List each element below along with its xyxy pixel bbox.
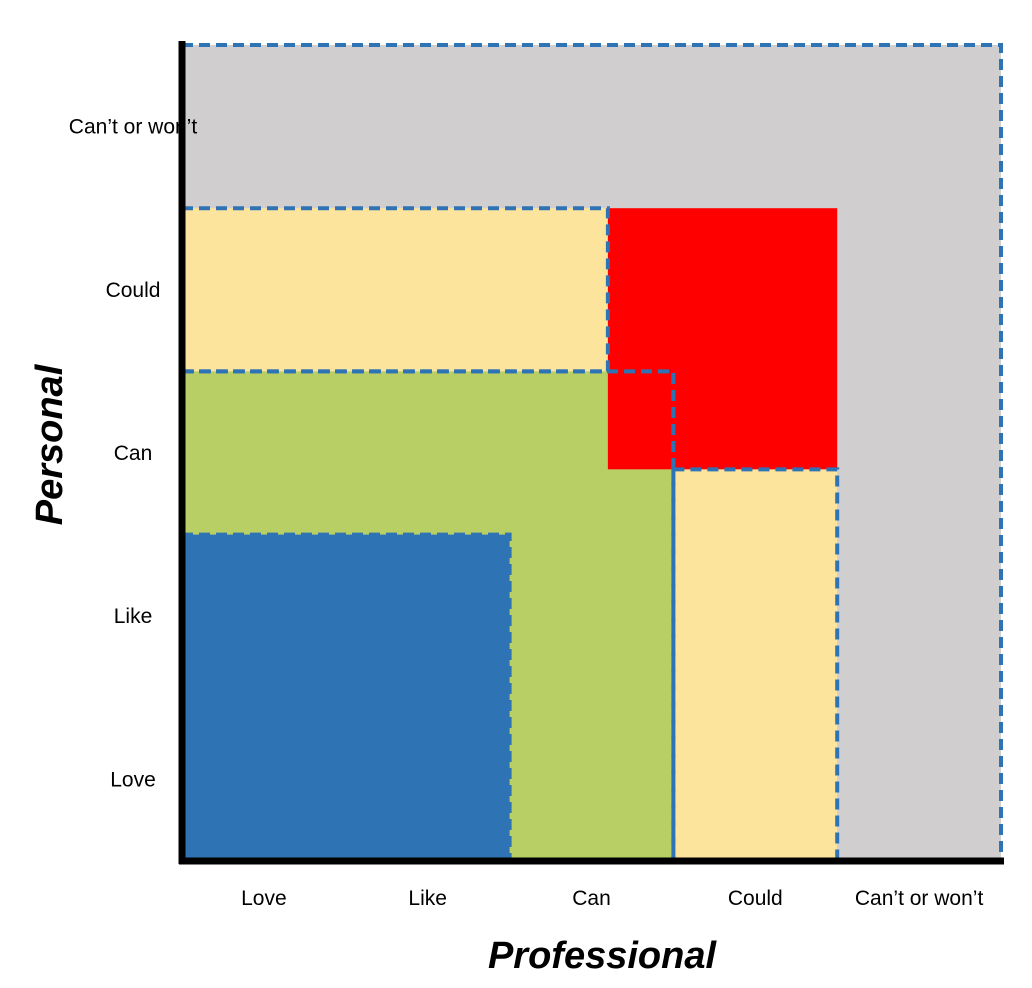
y-tick-label: Like [114,605,153,628]
y-axis-title: Personal [29,363,71,525]
x-axis-title: Professional [488,935,718,977]
x-tick-labels: Love Like Can Could Can’t or won’t [241,887,983,910]
could-zone [182,208,608,372]
y-tick-label: Can’t or won’t [69,116,198,139]
y-tick-label: Can [114,442,153,465]
y-tick-label: Could [106,279,161,302]
x-tick-label: Can’t or won’t [855,887,984,910]
axes-layer [178,41,1004,865]
y-tick-labels: Love Like Can Could Can’t or won’t [69,116,198,792]
x-tick-label: Like [408,887,447,910]
love-like-zone [182,534,510,861]
conflict-zone [607,208,838,470]
x-tick-label: Love [241,887,287,910]
zones-layer [180,43,1003,863]
x-tick-label: Could [728,887,783,910]
y-tick-label: Love [110,768,156,791]
could-zone [673,469,838,861]
x-tick-label: Can [572,887,611,910]
